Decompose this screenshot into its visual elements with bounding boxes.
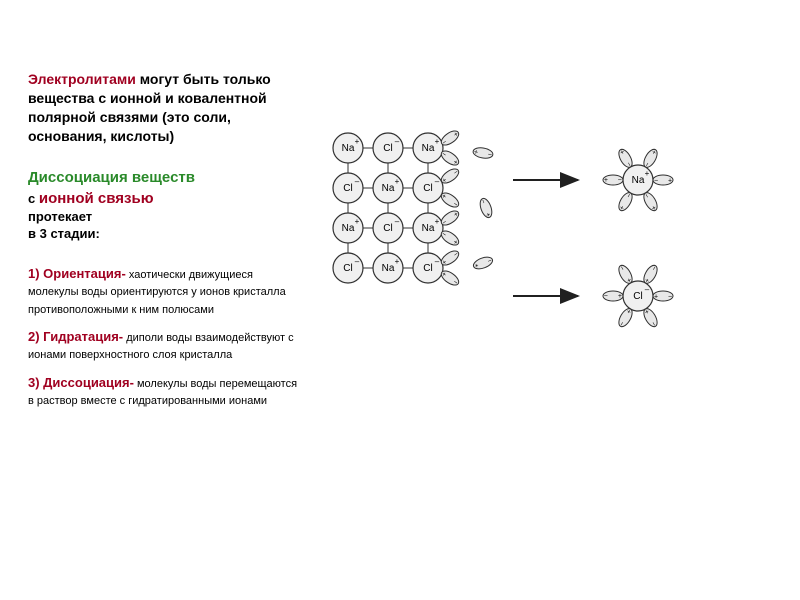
svg-text:+: + — [355, 217, 360, 226]
svg-text:–: – — [435, 257, 440, 266]
svg-text:+: + — [395, 177, 400, 186]
svg-text:–: – — [395, 217, 400, 226]
svg-text:+: + — [355, 137, 360, 146]
svg-text:+: + — [604, 176, 608, 183]
ionic-bond-keyword: ионной связью — [39, 190, 154, 207]
electrolyte-definition: Электролитами могут быть только вещества… — [28, 70, 303, 146]
svg-text:+: + — [645, 169, 650, 178]
subtitle-line4: в 3 стадии: — [28, 226, 303, 241]
svg-text:–: – — [395, 137, 400, 146]
stage-term: Ориентация- — [43, 266, 126, 281]
stage-number: 3) — [28, 375, 43, 390]
stages-list: 1) Ориентация- хаотически движущиеся мол… — [28, 265, 303, 410]
svg-text:Cl: Cl — [383, 143, 392, 154]
svg-text:−: − — [668, 294, 672, 301]
svg-text:–: – — [435, 177, 440, 186]
svg-text:Cl: Cl — [343, 263, 352, 274]
svg-text:Na: Na — [632, 175, 645, 186]
svg-text:−: − — [604, 292, 608, 299]
line2-prefix: с — [28, 191, 39, 206]
subtitle-line2: с ионной связью — [28, 190, 303, 207]
stage-item: 3) Диссоциация- молекулы воды перемещают… — [28, 374, 303, 410]
subtitle-line3: протекает — [28, 209, 303, 224]
svg-text:Cl: Cl — [423, 183, 432, 194]
svg-text:Cl: Cl — [343, 183, 352, 194]
stage-term: Диссоциация- — [43, 375, 134, 390]
svg-text:+: + — [654, 294, 658, 301]
stage-number: 1) — [28, 266, 43, 281]
svg-text:Cl: Cl — [383, 223, 392, 234]
stage-item: 1) Ориентация- хаотически движущиеся мол… — [28, 265, 303, 318]
svg-text:−: − — [618, 176, 622, 183]
stage-number: 2) — [28, 329, 43, 344]
subtitle-line1: Диссоциация веществ — [28, 168, 303, 188]
svg-text:+: + — [618, 292, 622, 299]
svg-text:Na: Na — [342, 143, 355, 154]
text-column: Электролитами могут быть только вещества… — [28, 70, 303, 420]
svg-text:+: + — [435, 137, 440, 146]
svg-text:–: – — [355, 177, 360, 186]
svg-text:Na: Na — [382, 263, 395, 274]
diagram-svg: Na+Cl–Na+Cl–Na+Cl–Na+Cl–Na+Cl–Na+Cl–−+−+… — [318, 108, 788, 408]
svg-text:Cl: Cl — [633, 291, 642, 302]
svg-text:Cl: Cl — [423, 263, 432, 274]
svg-text:–: – — [355, 257, 360, 266]
svg-text:–: – — [645, 285, 650, 294]
stage-term: Гидратация- — [43, 329, 123, 344]
svg-text:Na: Na — [382, 183, 395, 194]
svg-text:+: + — [435, 217, 440, 226]
svg-text:−: − — [487, 151, 492, 159]
dissociation-diagram: Na+Cl–Na+Cl–Na+Cl–Na+Cl–Na+Cl–Na+Cl–−+−+… — [318, 108, 788, 408]
stage-item: 2) Гидратация- диполи воды взаимодейству… — [28, 328, 303, 364]
svg-text:Na: Na — [342, 223, 355, 234]
title-keyword: Электролитами — [28, 71, 136, 87]
svg-text:Na: Na — [422, 143, 435, 154]
dissociation-keyword: Диссоциация веществ — [28, 169, 195, 186]
svg-text:+: + — [395, 257, 400, 266]
svg-text:Na: Na — [422, 223, 435, 234]
svg-text:+: + — [668, 178, 672, 185]
svg-text:−: − — [654, 178, 658, 185]
